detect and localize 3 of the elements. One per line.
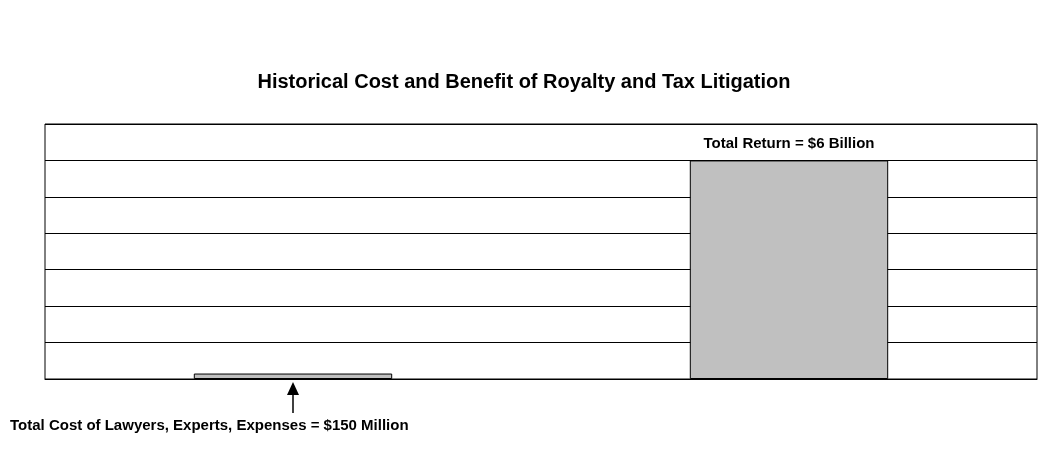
annotation: Total Cost of Lawyers, Experts, Expenses = $150 Million [10,415,409,433]
chart-title: Historical Cost and Benefit of Royalty and Tax Litigation [257,70,791,92]
annotation: Total Return = $6 Billion [703,133,875,151]
